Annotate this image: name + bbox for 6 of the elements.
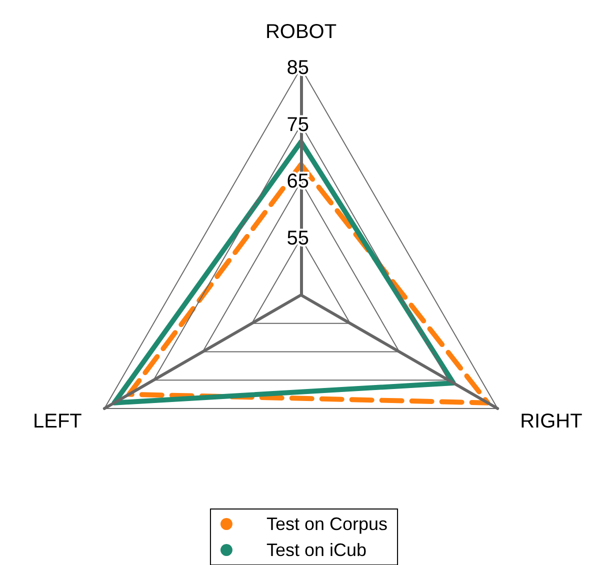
y-tick-label: 85 (286, 57, 309, 79)
spoke-label: ROBOT (265, 21, 337, 43)
spoke-label: LEFT (32, 410, 82, 432)
legend-label: Test on iCub (266, 540, 367, 560)
spoke-label: RIGHT (520, 410, 582, 432)
legend-label: Test on Corpus (266, 514, 388, 534)
